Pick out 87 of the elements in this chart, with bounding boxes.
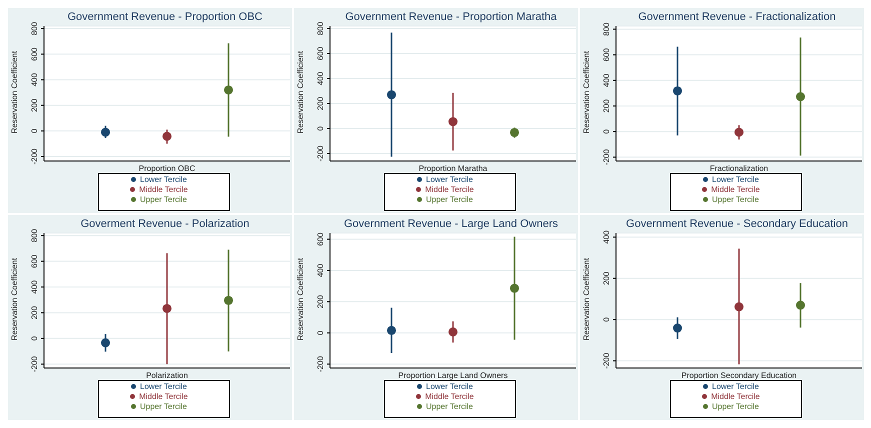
y-tick-label: 400 <box>602 230 611 244</box>
x-axis-title: Fractionalization <box>710 164 768 173</box>
y-tick-label: 0 <box>316 126 325 131</box>
y-axis-title: Reservation Coefficient <box>582 257 591 340</box>
x-axis-title: Proportion Large Land Owners <box>398 371 508 380</box>
y-tick-label: 200 <box>30 305 39 320</box>
x-axis-title: Proportion Maratha <box>418 164 488 173</box>
legend-label: Upper Tercile <box>140 195 187 204</box>
y-tick-label: 600 <box>316 46 325 60</box>
y-tick-label: 800 <box>316 21 325 36</box>
y-tick-label: 600 <box>602 48 611 62</box>
y-tick-label: -200 <box>30 148 39 165</box>
y-tick-label: 0 <box>602 316 611 322</box>
y-tick-label: 600 <box>316 232 325 246</box>
y-tick-label: 200 <box>30 98 39 112</box>
y-axis-title: Reservation Coefficient <box>10 50 19 134</box>
x-axis-title: Proportion Secondary Education <box>681 371 797 380</box>
y-tick-label: 0 <box>30 336 39 341</box>
y-tick-label: 0 <box>316 330 325 336</box>
legend-label: Lower Tercile <box>140 175 187 184</box>
y-tick-label: 400 <box>316 263 325 278</box>
legend-label: Upper Tercile <box>426 402 473 411</box>
y-tick-label: 200 <box>602 98 611 113</box>
y-tick-label: 600 <box>30 46 39 61</box>
y-tick-label: 200 <box>316 96 325 110</box>
legend-label: Lower Tercile <box>426 382 473 391</box>
y-tick-label: 200 <box>602 271 611 286</box>
legend-label: Middle Tercile <box>425 185 474 194</box>
point <box>162 304 172 313</box>
legend-label: Middle Tercile <box>711 392 760 401</box>
y-tick-label: 0 <box>30 128 39 134</box>
y-tick-label: 600 <box>30 254 39 268</box>
chart-title: Government Revenue - Secondary Education <box>625 218 849 230</box>
legend-label: Upper Tercile <box>712 195 759 204</box>
y-axis-title: Reservation Coefficient <box>296 50 305 134</box>
y-tick-label: 800 <box>30 21 39 36</box>
legend-label: Middle Tercile <box>139 185 188 194</box>
y-tick-label: 800 <box>30 228 39 242</box>
y-tick-label: -200 <box>316 144 325 162</box>
legend-label: Upper Tercile <box>426 195 473 204</box>
y-tick-label: 800 <box>602 22 611 36</box>
y-tick-label: 400 <box>316 71 325 86</box>
x-axis-title: Proportion OBC <box>138 164 196 173</box>
y-tick-label: 400 <box>30 280 39 294</box>
chart-title: Government Revenue - Large Land Owners <box>342 218 559 230</box>
y-tick-label: 400 <box>602 73 611 88</box>
legend-label: Lower Tercile <box>712 382 759 391</box>
point <box>734 128 744 137</box>
point <box>672 324 682 333</box>
y-tick-label: -200 <box>602 352 611 369</box>
y-tick-label: -200 <box>30 356 39 372</box>
point <box>672 86 682 96</box>
legend-label: Middle Tercile <box>711 185 760 194</box>
x-axis-title: Polarization <box>146 371 188 380</box>
chart-title: Goverment Revenue - Polarization <box>80 218 250 230</box>
point <box>734 302 744 312</box>
y-axis-title: Reservation Coefficient <box>296 257 305 340</box>
point <box>796 300 806 310</box>
chart-title: Government Revenue - Proportion Maratha <box>344 11 558 23</box>
point <box>100 338 110 348</box>
point <box>224 296 234 305</box>
legend-label: Lower Tercile <box>426 175 473 184</box>
point <box>162 132 172 141</box>
point <box>100 128 110 137</box>
y-tick-label: 400 <box>30 72 39 86</box>
y-axis-title: Reservation Coefficient <box>10 257 19 340</box>
point <box>386 90 396 100</box>
chart-title: Government Revenue - Fractionalization <box>637 11 837 23</box>
point <box>448 327 458 336</box>
point <box>796 92 806 102</box>
point <box>448 117 458 126</box>
legend-label: Lower Tercile <box>712 175 759 184</box>
y-tick-label: 0 <box>602 128 611 134</box>
y-tick-label: -200 <box>316 356 325 372</box>
point <box>386 326 396 335</box>
legend-label: Upper Tercile <box>712 402 759 411</box>
y-tick-label: -200 <box>602 148 611 166</box>
legend-label: Middle Tercile <box>139 392 188 401</box>
y-axis-title: Reservation Coefficient <box>582 50 591 134</box>
chart-title: Government Revenue - Proportion OBC <box>66 11 264 23</box>
point <box>224 85 234 94</box>
legend-label: Lower Tercile <box>140 382 187 391</box>
point <box>510 128 520 138</box>
point <box>510 284 520 293</box>
y-tick-label: 200 <box>316 294 325 308</box>
legend-label: Middle Tercile <box>425 392 474 401</box>
legend-label: Upper Tercile <box>140 402 187 411</box>
